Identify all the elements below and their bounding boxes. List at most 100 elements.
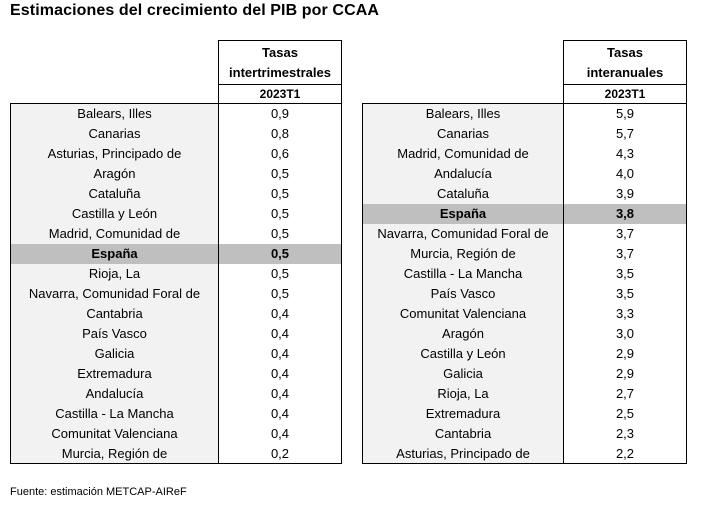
region-name: Castilla y León [362, 344, 563, 364]
region-name: Canarias [10, 124, 218, 144]
region-name: Castilla - La Mancha [362, 264, 563, 284]
growth-value: 3,5 [563, 284, 687, 304]
growth-value: 4,0 [563, 164, 687, 184]
growth-value: 0,9 [218, 104, 342, 124]
table-row: Castilla y León 0,5 [10, 204, 342, 224]
region-name: Andalucía [10, 384, 218, 404]
growth-value: 2,2 [563, 444, 687, 464]
table-row: Aragón 0,5 [10, 164, 342, 184]
left-period: 2023T1 [218, 84, 342, 104]
region-name: Rioja, La [10, 264, 218, 284]
table-row: Castilla y León 2,9 [362, 344, 687, 364]
growth-value: 2,9 [563, 344, 687, 364]
growth-value: 0,4 [218, 424, 342, 444]
growth-value: 0,5 [218, 244, 342, 264]
page-title: Estimaciones del crecimiento del PIB por… [10, 2, 380, 19]
region-name: Castilla - La Mancha [10, 404, 218, 424]
region-name: España [362, 204, 563, 224]
region-name: Rioja, La [362, 384, 563, 404]
left-rows: Balears, Illes 0,9 Canarias 0,8 Asturias, Pr… [10, 104, 342, 464]
growth-value: 0,5 [218, 264, 342, 284]
table-row: Cataluña 0,5 [10, 184, 342, 204]
right-header-line2: interanuales [586, 65, 664, 80]
region-name: Cantabria [10, 304, 218, 324]
table-row: Madrid, Comunidad de 4,3 [362, 144, 687, 164]
table-row: Rioja, La 0,5 [10, 264, 342, 284]
table-row: Madrid, Comunidad de 0,5 [10, 224, 342, 244]
growth-value: 3,5 [563, 264, 687, 284]
left-header-line1: Tasas [262, 45, 298, 60]
region-name: Asturias, Principado de [362, 444, 563, 464]
growth-value: 0,5 [218, 204, 342, 224]
table-row: Comunitat Valenciana 3,3 [362, 304, 687, 324]
growth-value: 3,0 [563, 324, 687, 344]
region-name: País Vasco [362, 284, 563, 304]
table-row: Canarias 0,8 [10, 124, 342, 144]
region-name: Galicia [362, 364, 563, 384]
region-name: Castilla y León [10, 204, 218, 224]
table-row: Cantabria 2,3 [362, 424, 687, 444]
growth-value: 3,8 [563, 204, 687, 224]
region-name: País Vasco [10, 324, 218, 344]
region-name: Cantabria [362, 424, 563, 444]
region-name: Canarias [362, 124, 563, 144]
table-row: Andalucía 0,4 [10, 384, 342, 404]
region-name: Madrid, Comunidad de [10, 224, 218, 244]
growth-value: 0,5 [218, 164, 342, 184]
table-row: Asturias, Principado de 0,6 [10, 144, 342, 164]
table-row: Balears, Illes 5,9 [362, 104, 687, 124]
table-row: Aragón 3,0 [362, 324, 687, 344]
table-row: Canarias 5,7 [362, 124, 687, 144]
region-name: Extremadura [10, 364, 218, 384]
table-row: Cataluña 3,9 [362, 184, 687, 204]
growth-value: 5,9 [563, 104, 687, 124]
table-row: Murcia, Región de 0,2 [10, 444, 342, 464]
growth-value: 0,8 [218, 124, 342, 144]
region-name: Navarra, Comunidad Foral de [362, 224, 563, 244]
region-name: Comunitat Valenciana [362, 304, 563, 324]
region-name: Cataluña [362, 184, 563, 204]
region-name: Balears, Illes [362, 104, 563, 124]
table-row: Navarra, Comunidad Foral de 0,5 [10, 284, 342, 304]
growth-value: 0,5 [218, 184, 342, 204]
table-row-total: España 0,5 [10, 244, 342, 264]
region-name: Aragón [10, 164, 218, 184]
table-row: Rioja, La 2,7 [362, 384, 687, 404]
growth-value: 2,3 [563, 424, 687, 444]
growth-value: 2,5 [563, 404, 687, 424]
growth-value: 3,7 [563, 244, 687, 264]
table-row: País Vasco 0,4 [10, 324, 342, 344]
table-row: Galicia 2,9 [362, 364, 687, 384]
growth-value: 0,6 [218, 144, 342, 164]
growth-value: 0,2 [218, 444, 342, 464]
region-name: Asturias, Principado de [10, 144, 218, 164]
growth-value: 3,7 [563, 224, 687, 244]
growth-value: 0,5 [218, 224, 342, 244]
region-name: España [10, 244, 218, 264]
region-name: Cataluña [10, 184, 218, 204]
table-row: Comunitat Valenciana 0,4 [10, 424, 342, 444]
table-row: Extremadura 2,5 [362, 404, 687, 424]
table-row: Extremadura 0,4 [10, 364, 342, 384]
growth-value: 2,9 [563, 364, 687, 384]
left-header: Tasas intertrimestrales [218, 40, 342, 85]
left-header-line2: intertrimestrales [229, 65, 331, 80]
growth-value: 0,4 [218, 344, 342, 364]
region-name: Balears, Illes [10, 104, 218, 124]
growth-value: 0,4 [218, 364, 342, 384]
region-name: Aragón [362, 324, 563, 344]
right-header: Tasas interanuales [563, 40, 687, 85]
table-row: Cantabria 0,4 [10, 304, 342, 324]
region-name: Navarra, Comunidad Foral de [10, 284, 218, 304]
growth-value: 0,5 [218, 284, 342, 304]
growth-value: 0,4 [218, 384, 342, 404]
growth-value: 3,3 [563, 304, 687, 324]
table-row: Galicia 0,4 [10, 344, 342, 364]
table-row: Andalucía 4,0 [362, 164, 687, 184]
region-name: Comunitat Valenciana [10, 424, 218, 444]
growth-value: 0,4 [218, 324, 342, 344]
right-period: 2023T1 [563, 84, 687, 104]
right-header-line1: Tasas [607, 45, 643, 60]
region-name: Murcia, Región de [362, 244, 563, 264]
growth-value: 0,4 [218, 304, 342, 324]
